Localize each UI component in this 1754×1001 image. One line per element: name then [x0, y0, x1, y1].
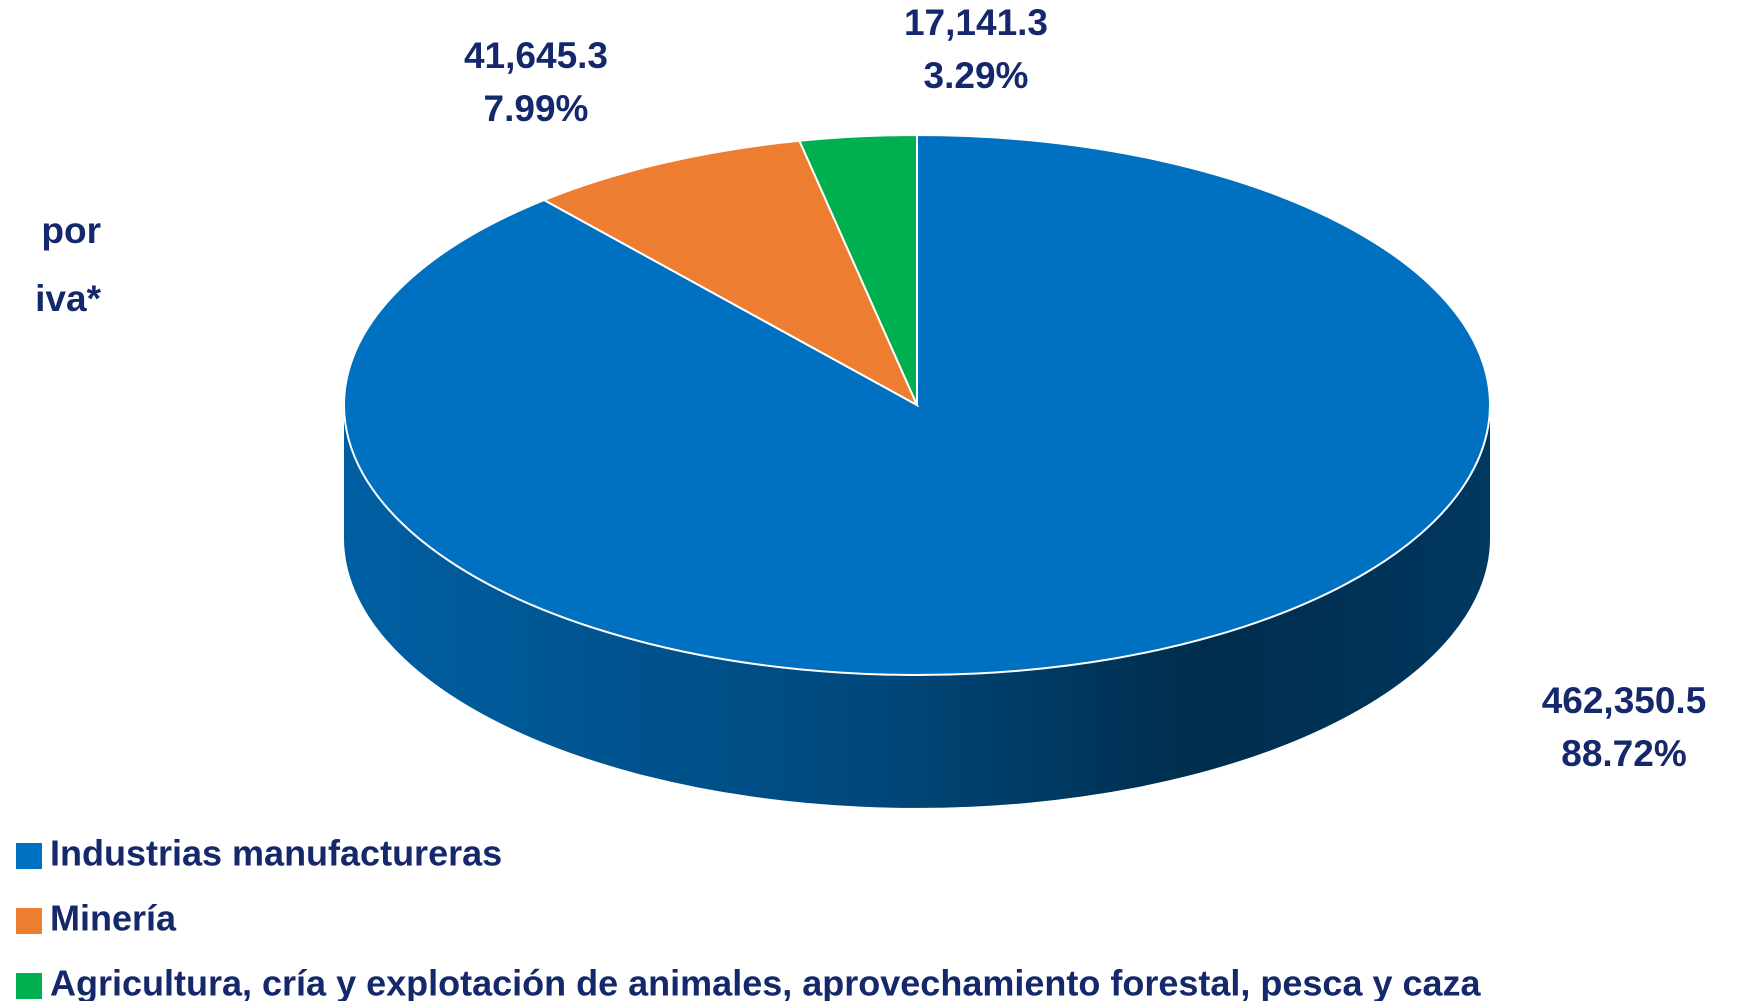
- legend-swatch: [16, 843, 42, 869]
- percent-label: 7.99%: [484, 88, 589, 129]
- slice: [797, 133, 918, 406]
- side-shade: [344, 405, 1490, 808]
- title-line: por: [41, 210, 101, 251]
- legend-swatch: [16, 973, 42, 999]
- percent-label: 3.29%: [924, 55, 1029, 96]
- slice: [541, 139, 920, 408]
- value-label: 17,141.3: [904, 2, 1048, 43]
- legend-label: Industrias manufactureras: [50, 833, 502, 874]
- legend-label: Minería: [50, 898, 177, 939]
- value-label: 462,350.5: [1542, 680, 1707, 721]
- percent-label: 88.72%: [1561, 733, 1687, 774]
- legend-swatch: [16, 908, 42, 934]
- title-line: iva*: [35, 278, 101, 319]
- legend-label: Agricultura, cría y explotación de anima…: [50, 963, 1482, 1001]
- value-label: 41,645.3: [464, 35, 608, 76]
